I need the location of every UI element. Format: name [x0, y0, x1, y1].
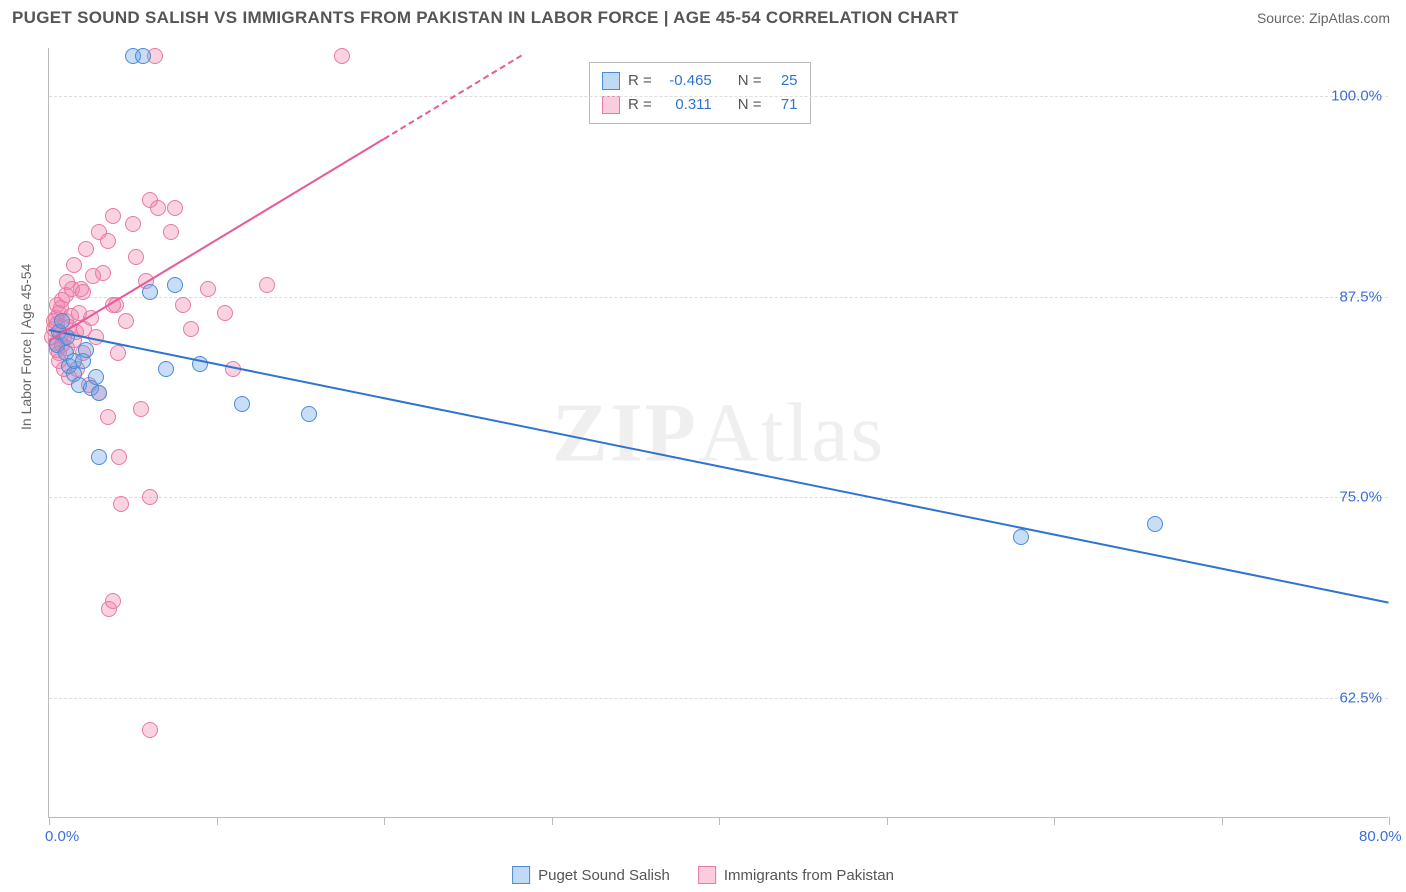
data-point [135, 48, 151, 64]
data-point [88, 369, 104, 385]
chart-plot-area: ZIPAtlas R = -0.465 N = 25 R = 0.311 N =… [48, 48, 1388, 818]
y-axis-label: In Labor Force | Age 45-54 [18, 264, 34, 430]
data-point [78, 241, 94, 257]
data-point [54, 313, 70, 329]
data-point [100, 409, 116, 425]
gridline-h [49, 96, 1388, 97]
data-point [234, 396, 250, 412]
trend-line [49, 329, 1389, 604]
data-point [334, 48, 350, 64]
x-tick [384, 817, 385, 825]
data-point [105, 593, 121, 609]
data-point [259, 277, 275, 293]
source-label: Source: ZipAtlas.com [1257, 10, 1390, 26]
data-point [66, 257, 82, 273]
swatch-blue [602, 72, 620, 90]
x-tick-label: 0.0% [45, 828, 79, 845]
gridline-h [49, 297, 1388, 298]
data-point [142, 284, 158, 300]
data-point [91, 449, 107, 465]
gridline-h [49, 497, 1388, 498]
data-point [142, 722, 158, 738]
series-legend: Puget Sound Salish Immigrants from Pakis… [512, 866, 894, 884]
x-tick [1389, 817, 1390, 825]
gridline-h [49, 698, 1388, 699]
stats-legend: R = -0.465 N = 25 R = 0.311 N = 71 [589, 62, 811, 124]
y-tick-label: 87.5% [1339, 288, 1382, 305]
data-point [91, 385, 107, 401]
y-tick-label: 62.5% [1339, 689, 1382, 706]
swatch-pink [602, 96, 620, 114]
x-tick [1054, 817, 1055, 825]
data-point [301, 406, 317, 422]
data-point [113, 496, 129, 512]
legend-item-pink: Immigrants from Pakistan [698, 866, 894, 884]
data-point [110, 345, 126, 361]
data-point [142, 489, 158, 505]
data-point [163, 224, 179, 240]
data-point [1013, 529, 1029, 545]
data-point [167, 200, 183, 216]
data-point [100, 233, 116, 249]
data-point [150, 200, 166, 216]
x-tick [719, 817, 720, 825]
data-point [105, 208, 121, 224]
y-tick-label: 100.0% [1331, 88, 1382, 105]
data-point [1147, 516, 1163, 532]
data-point [111, 449, 127, 465]
x-tick [217, 817, 218, 825]
data-point [75, 284, 91, 300]
x-tick-label: 80.0% [1359, 828, 1402, 845]
chart-title: PUGET SOUND SALISH VS IMMIGRANTS FROM PA… [12, 8, 959, 28]
data-point [95, 265, 111, 281]
data-point [133, 401, 149, 417]
swatch-pink-icon [698, 866, 716, 884]
x-tick [1222, 817, 1223, 825]
data-point [183, 321, 199, 337]
swatch-blue-icon [512, 866, 530, 884]
data-point [158, 361, 174, 377]
x-tick [49, 817, 50, 825]
chart-header: PUGET SOUND SALISH VS IMMIGRANTS FROM PA… [0, 0, 1406, 32]
data-point [78, 342, 94, 358]
data-point [175, 297, 191, 313]
x-tick [552, 817, 553, 825]
stats-row-blue: R = -0.465 N = 25 [602, 69, 798, 93]
y-tick-label: 75.0% [1339, 489, 1382, 506]
data-point [167, 277, 183, 293]
data-point [217, 305, 233, 321]
legend-item-blue: Puget Sound Salish [512, 866, 670, 884]
data-point [200, 281, 216, 297]
data-point [125, 216, 141, 232]
data-point [128, 249, 144, 265]
x-tick [887, 817, 888, 825]
data-point [118, 313, 134, 329]
